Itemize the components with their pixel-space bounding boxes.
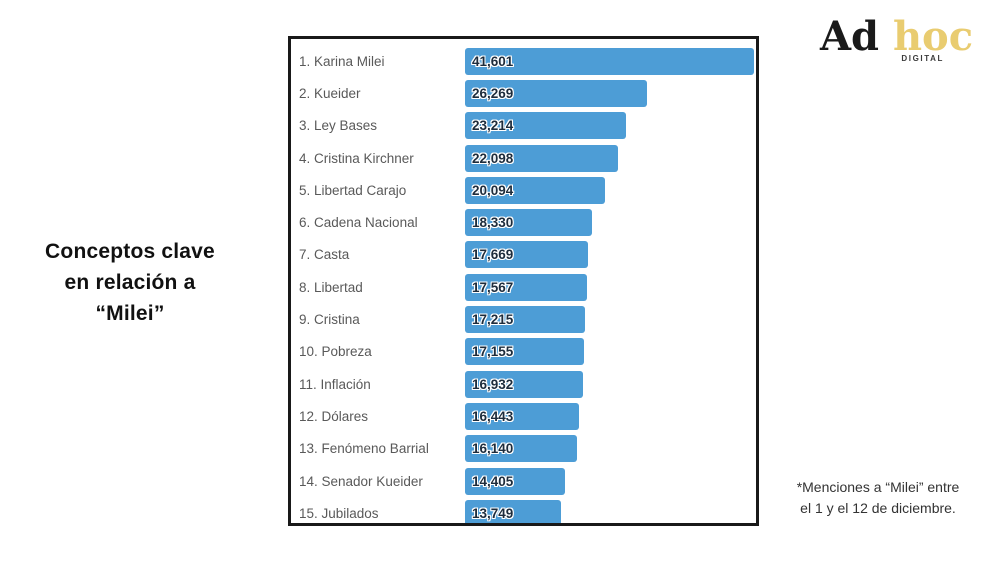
bar-track: 17,567 [465,273,756,301]
bar-track: 26,269 [465,79,756,107]
bar-value-label: 13,749 [472,505,514,521]
bar-value-label: 17,669 [472,247,514,263]
bar-track: 18,330 [465,209,756,237]
bar-value-label: 23,214 [472,118,514,134]
bar-value-label: 17,567 [472,279,514,295]
bar: 13,749 [465,499,561,523]
bar-value-label: 22,098 [472,150,514,166]
category-label: 4. Cristina Kirchner [299,150,414,166]
bar-track: 17,215 [465,306,756,334]
footnote-line-1: *Menciones a “Milei” entre [796,479,960,495]
slide-title: Conceptos clave en relación a “Milei” [25,236,235,329]
bar: 17,155 [465,338,585,366]
chart-row: 12. Dólares 16,443 [297,400,756,432]
bar: 22,098 [465,144,619,172]
chart-row: 10. Pobreza 17,155 [297,336,756,368]
category-label: 12. Dólares [299,408,369,424]
bar-value-label: 17,215 [472,312,514,328]
category-label: 2. Kueider [299,85,361,101]
adhoc-logo-wordmark: Ad hoc [820,13,974,60]
slide-title-line-3: “Milei” [95,302,165,325]
bar-value-label: 20,094 [472,182,514,198]
bar-track: 20,094 [465,176,756,204]
bar-value-label: 16,443 [472,408,514,424]
chart-rows: 1. Karina Milei 41,601 2. Kueider 26,269 3. … [297,45,756,523]
category-label: 3. Ley Bases [299,118,378,134]
category-label: 15. Jubilados [299,505,379,521]
bar-track: 22,098 [465,144,756,172]
chart-row: 4. Cristina Kirchner 22,098 [297,142,756,174]
bar: 17,669 [465,241,588,269]
bar: 26,269 [465,79,648,107]
category-label: 10. Pobreza [299,344,372,360]
chart-row: 1. Karina Milei 41,601 [297,45,756,77]
bar: 17,215 [465,306,585,334]
chart-row: 8. Libertad 17,567 [297,271,756,303]
category-label: 9. Cristina [299,312,360,328]
bar-track: 16,140 [465,435,756,463]
bar-value-label: 14,405 [472,473,514,489]
bar: 16,140 [465,435,578,463]
category-label: 6. Cadena Nacional [299,215,418,231]
chart-row: 15. Jubilados 13,749 [297,497,756,523]
bar-value-label: 18,330 [472,215,514,231]
bar: 18,330 [465,209,593,237]
bar-chart-frame: 1. Karina Milei 41,601 2. Kueider 26,269 3. … [288,36,759,526]
chart-row: 5. Libertad Carajo 20,094 [297,174,756,206]
category-label: 7. Casta [299,247,350,263]
bar: 16,443 [465,402,580,430]
bar-value-label: 16,140 [472,441,514,457]
chart-row: 14. Senador Kueider 14,405 [297,465,756,497]
adhoc-logo-word-ad: Ad [820,13,880,60]
adhoc-logo: Ad hoc DIGITAL [820,13,974,64]
category-label: 13. Fenómeno Barrial [299,441,429,457]
adhoc-logo-tagline: DIGITAL [901,54,944,63]
category-label: 14. Senador Kueider [299,473,423,489]
bar: 17,567 [465,273,588,301]
bar-value-label: 26,269 [472,85,514,101]
category-label: 5. Libertad Carajo [299,182,407,198]
chart-row: 6. Cadena Nacional 18,330 [297,206,756,238]
chart-row: 9. Cristina 17,215 [297,303,756,335]
chart-row: 13. Fenómeno Barrial 16,140 [297,433,756,465]
bar-track: 13,749 [465,499,756,523]
bar-track: 23,214 [465,112,756,140]
bar-track: 17,155 [465,338,756,366]
category-label: 8. Libertad [299,279,363,295]
slide-title-line-1: Conceptos clave [45,240,215,263]
bar: 16,932 [465,370,583,398]
bar-value-label: 17,155 [472,344,514,360]
bar-value-label: 16,932 [472,376,514,392]
chart-row: 2. Kueider 26,269 [297,77,756,109]
chart-row: 11. Inflación 16,932 [297,368,756,400]
bar: 14,405 [465,467,566,495]
bar-track: 41,601 [465,47,756,75]
bar: 23,214 [465,112,627,140]
bar: 41,601 [465,47,754,75]
bar-track: 17,669 [465,241,756,269]
chart-row: 7. Casta 17,669 [297,239,756,271]
category-label: 1. Karina Milei [299,53,385,69]
bar-track: 16,443 [465,402,756,430]
category-label: 11. Inflación [299,376,371,392]
footnote-line-2: el 1 y el 12 de diciembre. [800,500,956,516]
bar-track: 16,932 [465,370,756,398]
adhoc-logo-word-hoc: hoc [892,13,974,60]
chart-row: 3. Ley Bases 23,214 [297,110,756,142]
slide-title-line-2: en relación a [64,271,196,294]
bar-track: 14,405 [465,467,756,495]
bar: 20,094 [465,176,605,204]
bar-value-label: 41,601 [472,53,514,69]
footnote: *Menciones a “Milei” entre el 1 y el 12 … [780,477,976,519]
